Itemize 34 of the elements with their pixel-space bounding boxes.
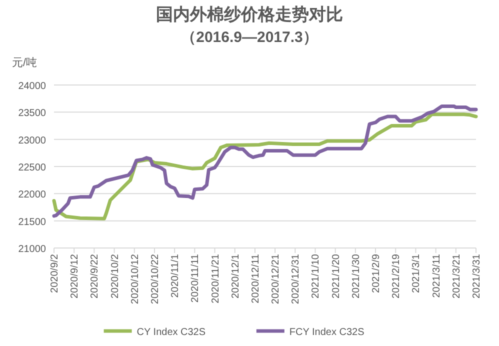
x-tick-label: 2020/11/11 [190, 254, 202, 303]
x-tick-label: 2021/2/9 [371, 254, 382, 293]
x-tick-label: 2021/2/19 [391, 254, 402, 298]
x-tick-label: 2021/3/31 [472, 254, 482, 298]
x-tick-label: 2021/1/30 [350, 254, 362, 298]
y-tick-label: 22000 [18, 190, 46, 201]
x-tick-label: 2021/3/1 [411, 254, 422, 293]
y-tick-label: 21000 [18, 244, 46, 255]
x-tick-label: 2021/3/11 [431, 254, 442, 298]
x-tick-label: 2020/12/31 [290, 254, 302, 304]
x-tick-label: 2021/3/21 [451, 254, 462, 298]
x-tick-label: 2020/12/11 [250, 254, 262, 304]
x-tick-label: 2020/11/1 [170, 254, 182, 298]
y-tick-label: 22500 [18, 162, 46, 174]
x-tick-label: 2020/12/1 [230, 254, 242, 298]
y-tick-label: 23500 [18, 108, 46, 120]
x-tick-label: 2020/9/22 [90, 254, 101, 298]
x-tick-label: 2021/1/20 [330, 254, 342, 298]
x-tick-label: 2020/12/21 [270, 254, 282, 304]
legend-label: FCY Index C32S [289, 327, 365, 338]
x-tick-label: 2020/9/12 [70, 254, 81, 298]
subtitle: （2016.9—2017.3） [181, 29, 318, 46]
ylabel: 元/吨 [12, 57, 38, 69]
x-tick-label: 2020/11/21 [210, 254, 222, 304]
legend-label: CY Index C32S [136, 327, 206, 338]
x-tick-label: 2020/9/2 [50, 254, 60, 293]
y-tick-label: 23000 [18, 135, 46, 146]
x-tick-label: 2020/10/2 [110, 254, 121, 298]
x-tick-label: 2020/10/22 [150, 254, 161, 304]
x-tick-label: 2021/1/10 [310, 254, 322, 298]
title: 国内外棉纱价格走势对比 [156, 5, 343, 24]
x-tick-label: 2020/10/12 [130, 254, 141, 304]
y-tick-label: 24000 [18, 81, 46, 92]
y-tick-label: 21500 [18, 216, 46, 228]
